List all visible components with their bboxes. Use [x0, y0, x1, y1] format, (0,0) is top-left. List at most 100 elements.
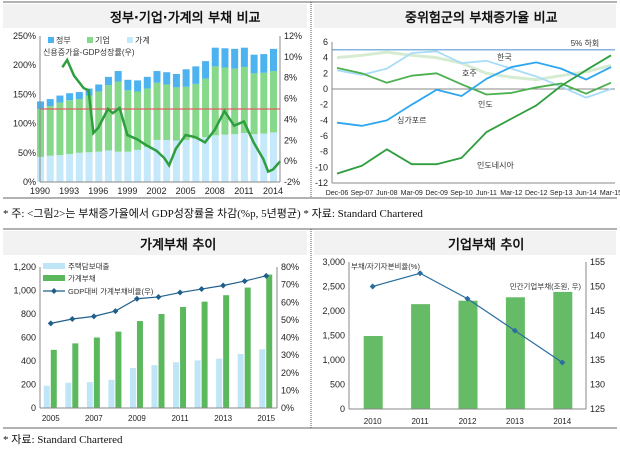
y-tick-label: 0 — [340, 404, 345, 414]
bar-가계부채 — [180, 306, 187, 408]
y2-tick-label: 0% — [284, 156, 297, 166]
y-tick-label: 0 — [31, 403, 36, 413]
y-tick-label: 800 — [21, 309, 36, 319]
x-tick-label: Mar-09 — [401, 190, 423, 197]
bar-기업 — [85, 95, 93, 153]
y-tick-label: -4 — [320, 115, 328, 125]
bar-정부 — [95, 84, 103, 92]
y-tick-label: 3,000 — [322, 257, 345, 267]
bar-정부 — [211, 47, 219, 67]
x-tick-label: 2013 — [214, 414, 232, 423]
x-tick-label: 2005 — [176, 186, 196, 196]
legend-swatch — [43, 263, 65, 269]
bar-기업 — [143, 88, 151, 147]
y-tick-label: 4 — [323, 53, 328, 63]
bar-기업 — [134, 91, 142, 150]
y2-tick-label: 10% — [281, 385, 299, 395]
bar-주택담보대출 — [173, 362, 180, 408]
bar-가계 — [95, 151, 103, 182]
bar-정부 — [114, 71, 122, 82]
bar-기업 — [153, 82, 161, 140]
bar-정부 — [143, 76, 151, 89]
x-tick-label: Sep-07 — [351, 190, 374, 197]
y-tick-label: 200 — [21, 380, 36, 390]
legend-label: 주택담보대출 — [68, 261, 109, 271]
bar-corporate-debt — [411, 304, 431, 409]
y2-tick-label: 150 — [590, 282, 605, 292]
y2-tick-label: 6% — [284, 94, 297, 104]
x-tick-label: Jun-14 — [575, 190, 597, 197]
bar-기업 — [56, 102, 64, 156]
line-한국 — [336, 50, 612, 99]
line-marker — [51, 288, 57, 294]
legend-swatch — [127, 37, 133, 43]
line-marker — [263, 272, 270, 279]
legend-swatch — [48, 37, 54, 43]
x-tick-label: Mar-15 — [600, 190, 620, 197]
line-marker — [69, 315, 76, 322]
bar-주택담보대출 — [129, 368, 136, 408]
bar-가계 — [240, 132, 248, 182]
x-tick-label: 2002 — [146, 186, 166, 196]
y2-tick-label: 10% — [284, 52, 302, 62]
bar-정부 — [270, 48, 277, 72]
y2-tick-label: 20% — [281, 368, 299, 378]
line-인도네시아 — [336, 54, 612, 175]
bar-주택담보대출 — [194, 360, 201, 408]
legend-label: 가계부채 — [68, 273, 96, 283]
bar-가계 — [114, 151, 122, 182]
x-tick-label: Mar-12 — [500, 190, 522, 197]
x-tick-label: Dec-09 — [425, 190, 448, 197]
y2-tick-label: -2% — [284, 177, 300, 187]
bar-가계 — [124, 151, 132, 182]
x-tick-label: Dec-12 — [525, 190, 548, 197]
bar-기업 — [211, 66, 219, 136]
bar-주택담보대출 — [43, 385, 50, 408]
bar-정부 — [231, 48, 239, 69]
bar-corporate-debt — [553, 291, 573, 409]
bar-주택담보대출 — [216, 358, 223, 408]
legend-label: GDP대비 가계부채비율(우) — [68, 286, 154, 296]
series-label: 인도 — [478, 99, 493, 109]
x-tick-label: 2008 — [205, 186, 225, 196]
bar-가계 — [211, 135, 219, 182]
bar-정부 — [182, 69, 190, 87]
x-tick-label: 2013 — [506, 417, 524, 426]
bar-가계 — [250, 134, 258, 182]
y2-tick-label: 40% — [281, 333, 299, 343]
y2-tick-label: 60% — [281, 297, 299, 307]
bar-가계 — [46, 155, 54, 182]
x-tick-label: 2010 — [364, 417, 382, 426]
bar-가계 — [172, 140, 180, 182]
bar-기업 — [163, 84, 171, 140]
bar-정부 — [163, 72, 171, 85]
line-호주 — [336, 50, 612, 82]
line-marker — [464, 295, 471, 302]
legend-label: 가계 — [135, 35, 150, 45]
bar-정부 — [250, 54, 258, 74]
y2-tick-label: 125 — [590, 404, 605, 414]
x-tick-label: Sep-13 — [550, 190, 573, 197]
y-tick-label: 2 — [323, 68, 328, 78]
y2-tick-label: 50% — [281, 315, 299, 325]
bar-기업 — [124, 90, 132, 152]
title-band-1 — [3, 4, 307, 28]
chart-title-debt-growth: 중위험군의 부채증가율 비교 — [405, 11, 558, 26]
bar-정부 — [75, 92, 83, 100]
bar-가계부채 — [158, 314, 165, 408]
bar-기업 — [250, 73, 258, 135]
chart-title-household-debt: 가계부채 추이 — [140, 238, 217, 253]
bar-가계 — [134, 149, 142, 182]
line-marker — [90, 313, 97, 320]
bar-정부 — [153, 71, 161, 83]
x-tick-label: 1990 — [30, 186, 50, 196]
bar-정부 — [240, 47, 248, 67]
bar-가계부채 — [72, 343, 79, 408]
bar-기업 — [75, 99, 83, 153]
bar-기업 — [202, 78, 210, 138]
title-band-3 — [3, 231, 307, 255]
bar-기업 — [270, 71, 277, 133]
y2-tick-label: 135 — [590, 355, 605, 365]
y-tick-label: 1,500 — [322, 331, 345, 341]
